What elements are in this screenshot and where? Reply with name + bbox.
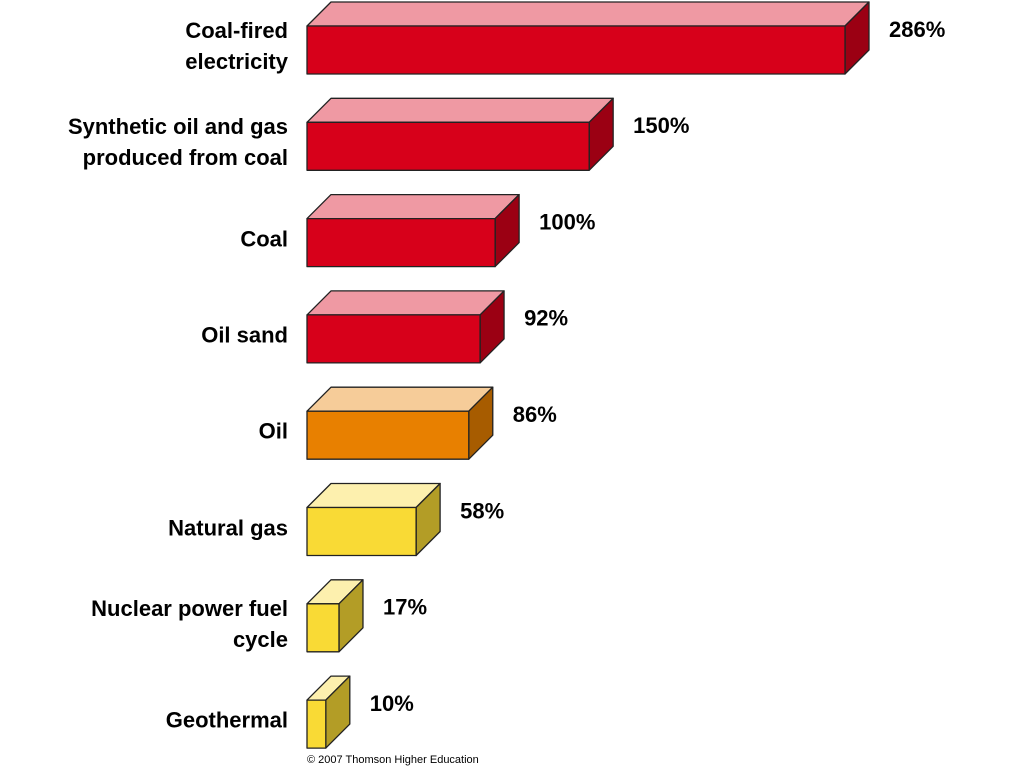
category-label: Coal-fired electricity bbox=[185, 18, 288, 74]
bar-top bbox=[306, 193, 520, 220]
category-label: Natural gas bbox=[168, 515, 288, 540]
bar-front bbox=[306, 506, 417, 557]
bar-front bbox=[306, 314, 481, 364]
category-label: Coal bbox=[240, 226, 288, 252]
bar-top bbox=[306, 97, 614, 123]
bar-front bbox=[306, 699, 327, 749]
category-label: Oil sand bbox=[201, 322, 288, 348]
bar-front bbox=[306, 121, 590, 171]
value-label: 10% bbox=[370, 691, 414, 716]
bar-front bbox=[306, 603, 340, 653]
bar bbox=[306, 193, 520, 268]
bar bbox=[306, 386, 494, 460]
bar bbox=[306, 1, 870, 75]
value-label: 150% bbox=[633, 113, 689, 138]
bar-front bbox=[306, 25, 846, 75]
bar-front bbox=[306, 410, 470, 460]
bar-front bbox=[306, 217, 496, 268]
value-label: 100% bbox=[539, 209, 595, 234]
value-label: 17% bbox=[383, 595, 427, 620]
bar bbox=[306, 482, 441, 557]
bar bbox=[306, 579, 364, 653]
bar bbox=[306, 675, 351, 749]
category-label: Synthetic oil and gas produced from coal bbox=[67, 114, 288, 171]
category-label: Oil bbox=[258, 418, 288, 444]
bar bbox=[306, 97, 614, 171]
bar-top bbox=[306, 1, 870, 27]
category-label: Geothermal bbox=[165, 707, 288, 733]
bar-top bbox=[306, 290, 505, 316]
value-label: 58% bbox=[460, 498, 504, 523]
value-label: 92% bbox=[524, 306, 568, 331]
credit: © 2007 Thomson Higher Education bbox=[307, 754, 479, 766]
bar bbox=[306, 290, 505, 364]
value-label: 286% bbox=[889, 17, 945, 42]
bar-top bbox=[306, 386, 494, 412]
value-label: 86% bbox=[513, 402, 557, 427]
category-label: Nuclear power fuel cycle bbox=[91, 595, 288, 652]
